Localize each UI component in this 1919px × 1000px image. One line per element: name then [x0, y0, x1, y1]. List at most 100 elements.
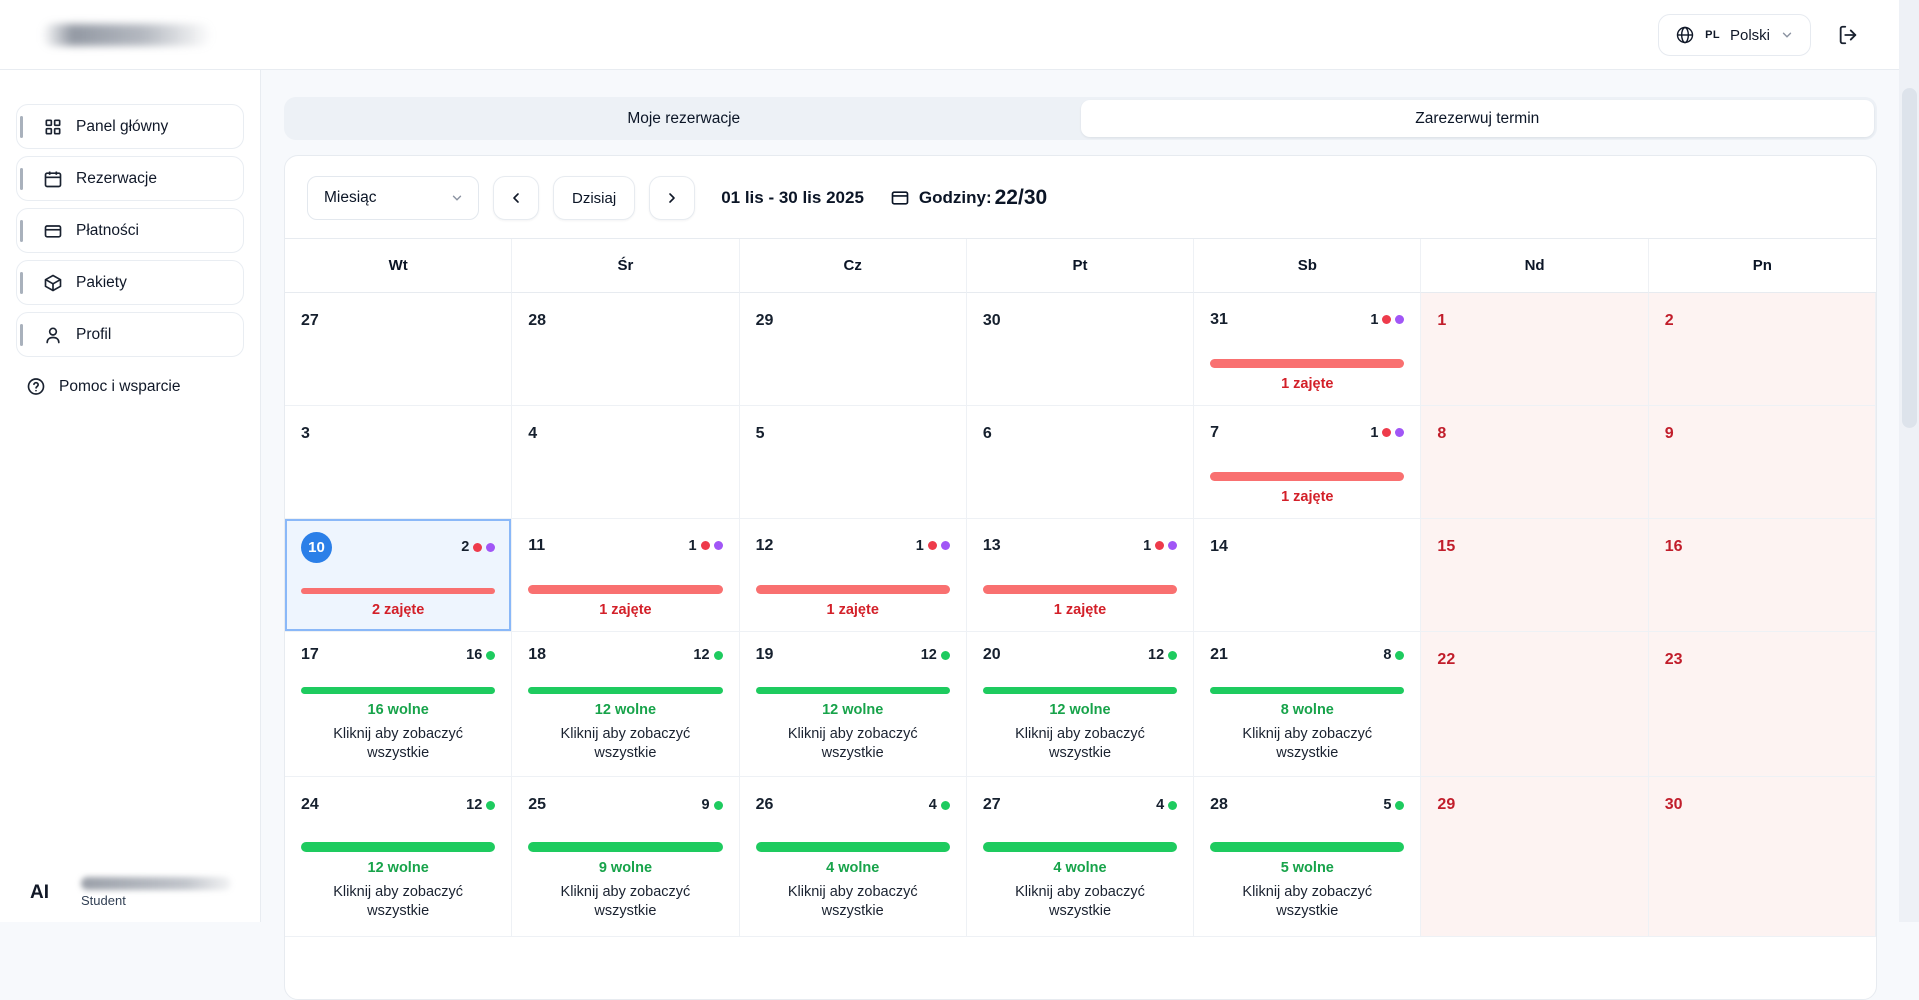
click-to-see-all-hint[interactable]: Kliknij aby zobaczyć wszystkie [1015, 884, 1145, 919]
calendar-day-9[interactable]: 9 [1648, 406, 1876, 519]
calendar-day-24[interactable]: 24 12 12 wolne Kliknij aby zobaczyć wszystk… [285, 777, 513, 937]
click-to-see-all-hint[interactable]: Kliknij aby zobaczyć wszystkie [1015, 726, 1145, 762]
calendar-day-13[interactable]: 13 1 1 zajęte [966, 519, 1195, 632]
calendar-day-16[interactable]: 16 [1648, 519, 1876, 632]
prev-month-button[interactable] [493, 176, 539, 220]
busy-dot-icon [473, 542, 483, 552]
user-role: Student [81, 893, 126, 908]
dashboard-icon [43, 117, 63, 137]
sidebar-item-label: Panel główny [76, 117, 169, 135]
cell-header: 3 [301, 419, 495, 449]
busy-label: 1 zajęte [1053, 602, 1107, 618]
sidebar-item-panel-glowny[interactable]: Panel główny [16, 104, 244, 149]
free-label: 12 wolne [594, 702, 657, 719]
calendar-day-28[interactable]: 28 [512, 293, 740, 406]
busy-dot-icon [927, 541, 937, 550]
event-count: 8 [1383, 647, 1392, 664]
chevron-down-icon [450, 191, 464, 205]
day-number: 16 [1664, 538, 1683, 555]
calendar-day-17[interactable]: 17 16 16 wolne Kliknij aby zobaczyć wszystk… [285, 632, 513, 777]
calendar-day-14[interactable]: 14 [1194, 519, 1422, 632]
day-number: 4 [528, 425, 538, 442]
help-circle-icon [26, 377, 46, 397]
free-dot-icon [1168, 650, 1178, 660]
language-selector[interactable]: PL Polski [1658, 14, 1811, 56]
calendar-day-30[interactable]: 30 [966, 293, 1195, 406]
next-month-button[interactable] [649, 176, 696, 220]
calendar-day-28[interactable]: 28 5 5 wolne Kliknij aby zobaczyć wszystkie [1194, 777, 1422, 937]
calendar-day-30[interactable]: 30 [1648, 777, 1876, 937]
hours-label: Godziny: [918, 188, 992, 207]
click-to-see-all-hint[interactable]: Kliknij aby zobaczyć wszystkie [1242, 726, 1373, 762]
free-dot-icon [940, 800, 950, 810]
tab-zarezerwuj-termin[interactable]: Zarezerwuj termin [1080, 100, 1874, 137]
cell-header: 30 [983, 306, 1177, 336]
calendar-day-10[interactable]: 10 2 2 zajęte [285, 519, 513, 632]
calendar-day-15[interactable]: 15 [1421, 519, 1649, 632]
calendar-day-27[interactable]: 27 [285, 293, 513, 406]
event-count-badge: 8 [1383, 647, 1405, 664]
click-to-see-all-hint[interactable]: Kliknij aby zobaczyć wszystkie [787, 884, 918, 919]
click-to-see-all-hint[interactable]: Kliknij aby zobaczyć wszystkie [333, 884, 464, 919]
language-code: PL [1705, 29, 1720, 41]
calendar-day-29[interactable]: 29 [1421, 777, 1649, 937]
page-scrollbar-thumb[interactable] [1902, 88, 1917, 428]
sidebar-item-pomoc[interactable]: Pomoc i wsparcie [16, 364, 244, 409]
calendar-day-21[interactable]: 21 8 8 wolne Kliknij aby zobaczyć wszystkie [1194, 632, 1422, 777]
main-content: Moje rezerwacje Zarezerwuj termin Miesią… [261, 70, 1899, 1000]
event-count: 5 [1383, 797, 1392, 813]
tab-moje-rezerwacje[interactable]: Moje rezerwacje [627, 109, 741, 127]
click-to-see-all-hint[interactable]: Kliknij aby zobaczyć wszystkie [1242, 884, 1373, 919]
calendar-day-2[interactable]: 2 [1648, 293, 1876, 406]
calendar-day-19[interactable]: 19 12 12 wolne Kliknij aby zobaczyć wszystk… [739, 632, 967, 777]
click-to-see-all-hint[interactable]: Kliknij aby zobaczyć wszystkie [333, 726, 464, 762]
calendar-day-1[interactable]: 1 [1421, 293, 1649, 406]
view-mode-select[interactable]: Miesiąc [307, 176, 479, 220]
hours-card-icon [890, 188, 910, 208]
event-count-badge: 1 [1370, 424, 1405, 441]
day-number: 22 [1437, 651, 1456, 668]
calendar-day-20[interactable]: 20 12 12 wolne Kliknij aby zobaczyć wszystk… [966, 632, 1195, 777]
click-to-see-all-hint[interactable]: Kliknij aby zobaczyć wszystkie [560, 884, 691, 919]
purple-dot-icon [713, 541, 723, 550]
calendar-day-3[interactable]: 3 [285, 406, 513, 519]
calendar-day-12[interactable]: 12 1 1 zajęte [739, 519, 967, 632]
hours-value: 22/30 [994, 186, 1048, 209]
calendar-day-29[interactable]: 29 [739, 293, 967, 406]
click-to-see-all-hint[interactable]: Kliknij aby zobaczyć wszystkie [787, 726, 918, 762]
event-count-badge: 1 [1370, 312, 1405, 328]
day-number: 27 [982, 796, 1001, 813]
calendar-day-31[interactable]: 31 1 1 zajęte [1194, 293, 1422, 406]
calendar-day-6[interactable]: 6 [966, 406, 1195, 519]
purple-dot-icon [1395, 315, 1405, 324]
calendar-day-8[interactable]: 8 [1421, 406, 1649, 519]
logout-icon[interactable] [1837, 24, 1859, 46]
nav-accent-bar [20, 116, 23, 138]
calendar-day-22[interactable]: 22 [1421, 632, 1649, 777]
calendar-day-25[interactable]: 25 9 9 wolne Kliknij aby zobaczyć wszystkie [512, 777, 740, 937]
calendar-day-27[interactable]: 27 4 4 wolne Kliknij aby zobaczyć wszystkie [966, 777, 1195, 937]
sidebar-item-rezerwacje[interactable]: Rezerwacje [16, 156, 244, 201]
event-count: 1 [1370, 424, 1379, 441]
calendar-day-26[interactable]: 26 4 4 wolne Kliknij aby zobaczyć wszystkie [739, 777, 967, 937]
today-button[interactable]: Dzisiaj [553, 176, 636, 220]
free-bar [528, 842, 723, 852]
sidebar-user[interactable]: AI Student [0, 877, 260, 908]
page-scrollbar-track[interactable] [1899, 0, 1919, 922]
cell-header: 9 [1665, 419, 1859, 449]
event-count-badge: 9 [701, 797, 723, 813]
sidebar-item-pakiety[interactable]: Pakiety [16, 260, 244, 305]
calendar-day-18[interactable]: 18 12 12 wolne Kliknij aby zobaczyć wszystk… [512, 632, 740, 777]
sidebar-item-platnosci[interactable]: Płatności [16, 208, 244, 253]
cell-header: 10 2 [301, 531, 496, 563]
event-count-badge: 4 [929, 797, 950, 813]
calendar-day-5[interactable]: 5 [739, 406, 967, 519]
day-number: 29 [1437, 796, 1456, 813]
click-to-see-all-hint[interactable]: Kliknij aby zobaczyć wszystkie [560, 726, 691, 762]
sidebar-item-profil[interactable]: Profil [16, 312, 244, 357]
event-count: 4 [1156, 797, 1165, 813]
calendar-day-23[interactable]: 23 [1648, 632, 1876, 777]
calendar-day-4[interactable]: 4 [512, 406, 740, 519]
calendar-day-11[interactable]: 11 1 1 zajęte [512, 519, 740, 632]
